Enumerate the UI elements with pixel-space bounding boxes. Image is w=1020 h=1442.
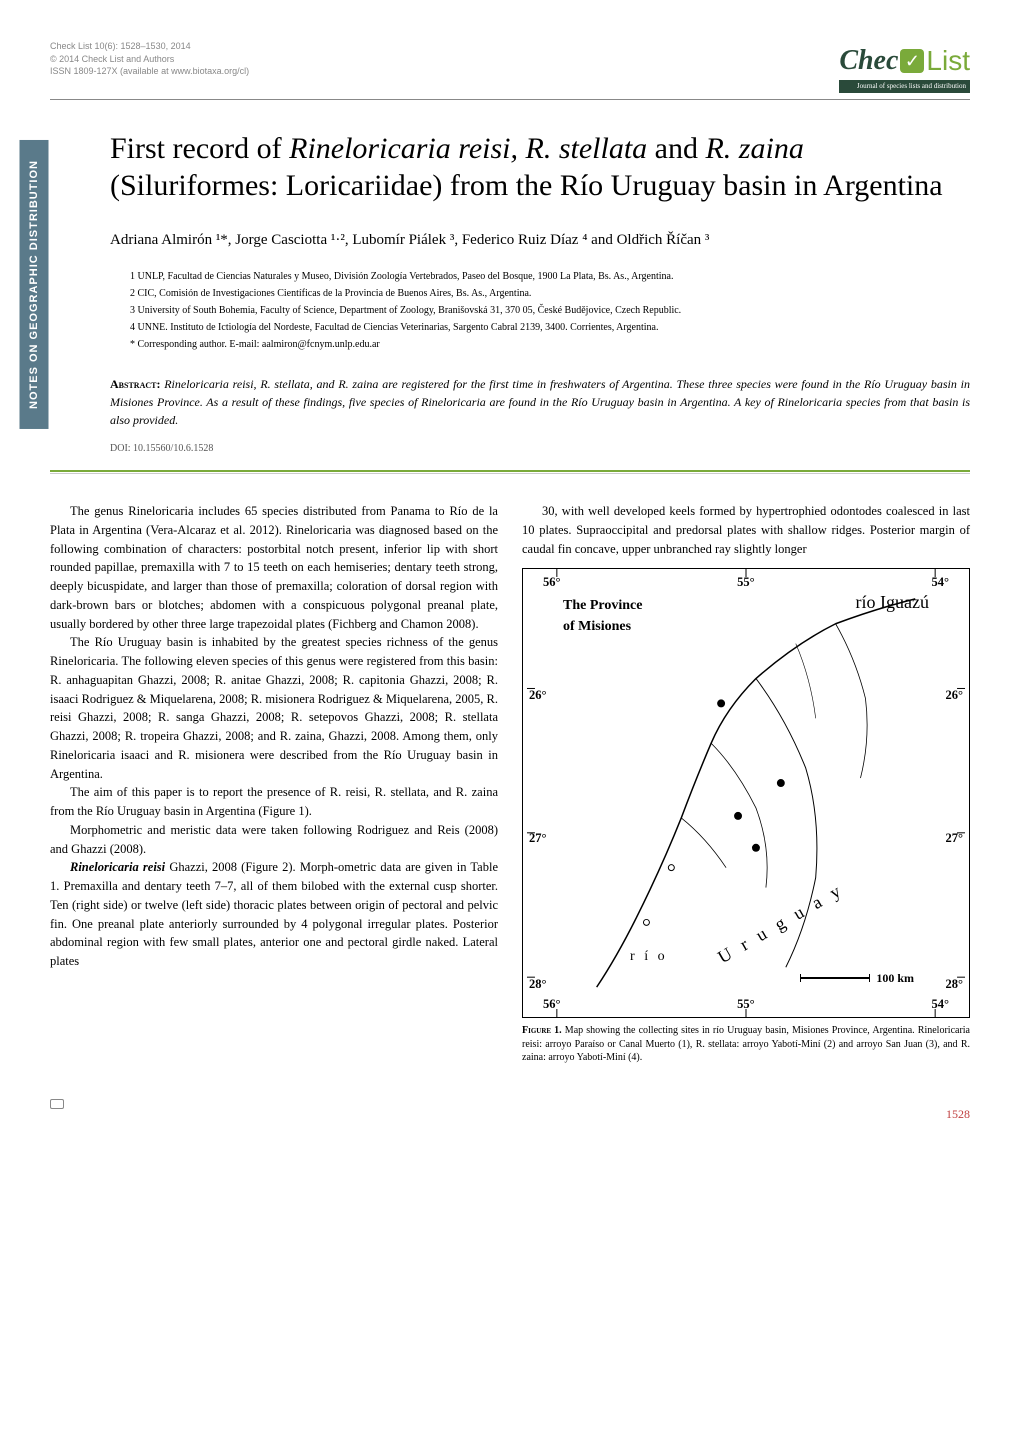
- journal-meta: Check List 10(6): 1528–1530, 2014 © 2014…: [50, 40, 249, 78]
- journal-logo: Chec ✓ List Journal of species lists and…: [839, 40, 970, 93]
- affiliation-1: 1 UNLP, Facultad de Ciencias Naturales y…: [130, 269, 970, 285]
- figure-1-caption: Figure 1. Map showing the collecting sit…: [522, 1024, 970, 1065]
- page-number: 1528: [946, 1105, 970, 1123]
- article-title: First record of Rineloricaria reisi, R. …: [50, 130, 970, 205]
- species-heading: Rineloricaria reisi: [70, 860, 165, 874]
- affiliation-4: 4 UNNE. Instituto de Ictiología del Nord…: [130, 320, 970, 336]
- scale-label: 100 km: [876, 969, 914, 987]
- logo-tagline: Journal of species lists and distributio…: [839, 80, 970, 93]
- right-column: 30, with well developed keels formed by …: [522, 502, 970, 1065]
- body-text: Ghazzi, 2008 (Figure 2). Morph-ometric d…: [50, 860, 498, 968]
- sidebar-category-label: Notes on Geographic Distribution: [20, 140, 49, 429]
- body-paragraph: 30, with well developed keels formed by …: [522, 502, 970, 558]
- logo-checkmark-icon: ✓: [900, 49, 924, 73]
- figure-caption-text: Map showing the collecting sites in río …: [522, 1025, 970, 1063]
- journal-copyright: © 2014 Check List and Authors: [50, 53, 249, 66]
- scale-line-icon: [800, 977, 870, 979]
- affiliation-2: 2 CIC, Comisión de Investigaciones Cient…: [130, 286, 970, 302]
- title-species-1: Rineloricaria reisi, R. stellata: [289, 132, 647, 165]
- map-rivers-svg: [523, 569, 969, 1017]
- body-columns: The genus Rineloricaria includes 65 spec…: [50, 502, 970, 1065]
- body-paragraph: The Río Uruguay basin is inhabited by th…: [50, 633, 498, 783]
- logo-text-list: List: [926, 40, 970, 82]
- figure-label: Figure 1.: [522, 1025, 562, 1036]
- title-text: First record of: [110, 132, 289, 165]
- author-list: Adriana Almirón ¹*, Jorge Casciotta ¹·²,…: [50, 229, 970, 252]
- doi: DOI: 10.15560/10.6.1528: [50, 441, 970, 456]
- body-paragraph: The aim of this paper is to report the p…: [50, 783, 498, 821]
- title-species-2: R. zaina: [705, 132, 803, 165]
- title-text: (Siluriformes: Loricariidae) from the Rí…: [110, 169, 943, 202]
- map-container: 56° 55° 54° 56° 55° 54° 26° 26° 27° 27° …: [522, 568, 970, 1018]
- body-paragraph: The genus Rineloricaria includes 65 spec…: [50, 502, 498, 633]
- section-divider: [50, 470, 970, 474]
- map-scale-bar: 100 km: [800, 969, 914, 987]
- journal-issn: ISSN 1809-127X (available at www.biotaxa…: [50, 65, 249, 78]
- abstract-label: Abstract:: [110, 377, 160, 391]
- email-icon: [50, 1099, 64, 1109]
- body-paragraph: Rineloricaria reisi Ghazzi, 2008 (Figure…: [50, 858, 498, 971]
- journal-issue: Check List 10(6): 1528–1530, 2014: [50, 40, 249, 53]
- affiliation-3: 3 University of South Bohemia, Faculty o…: [130, 303, 970, 319]
- title-text: and: [647, 132, 705, 165]
- figure-1: 56° 55° 54° 56° 55° 54° 26° 26° 27° 27° …: [522, 568, 970, 1065]
- left-column: The genus Rineloricaria includes 65 spec…: [50, 502, 498, 1065]
- body-paragraph: Morphometric and meristic data were take…: [50, 821, 498, 859]
- logo-text-check: Chec: [839, 40, 898, 82]
- abstract: Abstract: Rineloricaria reisi, R. stella…: [50, 375, 970, 429]
- affiliations: 1 UNLP, Facultad de Ciencias Naturales y…: [50, 269, 970, 353]
- corresponding-author: * Corresponding author. E-mail: aalmiron…: [130, 337, 970, 353]
- abstract-text: Rineloricaria reisi, R. stellata, and R.…: [110, 377, 970, 427]
- page-header: Check List 10(6): 1528–1530, 2014 © 2014…: [50, 40, 970, 100]
